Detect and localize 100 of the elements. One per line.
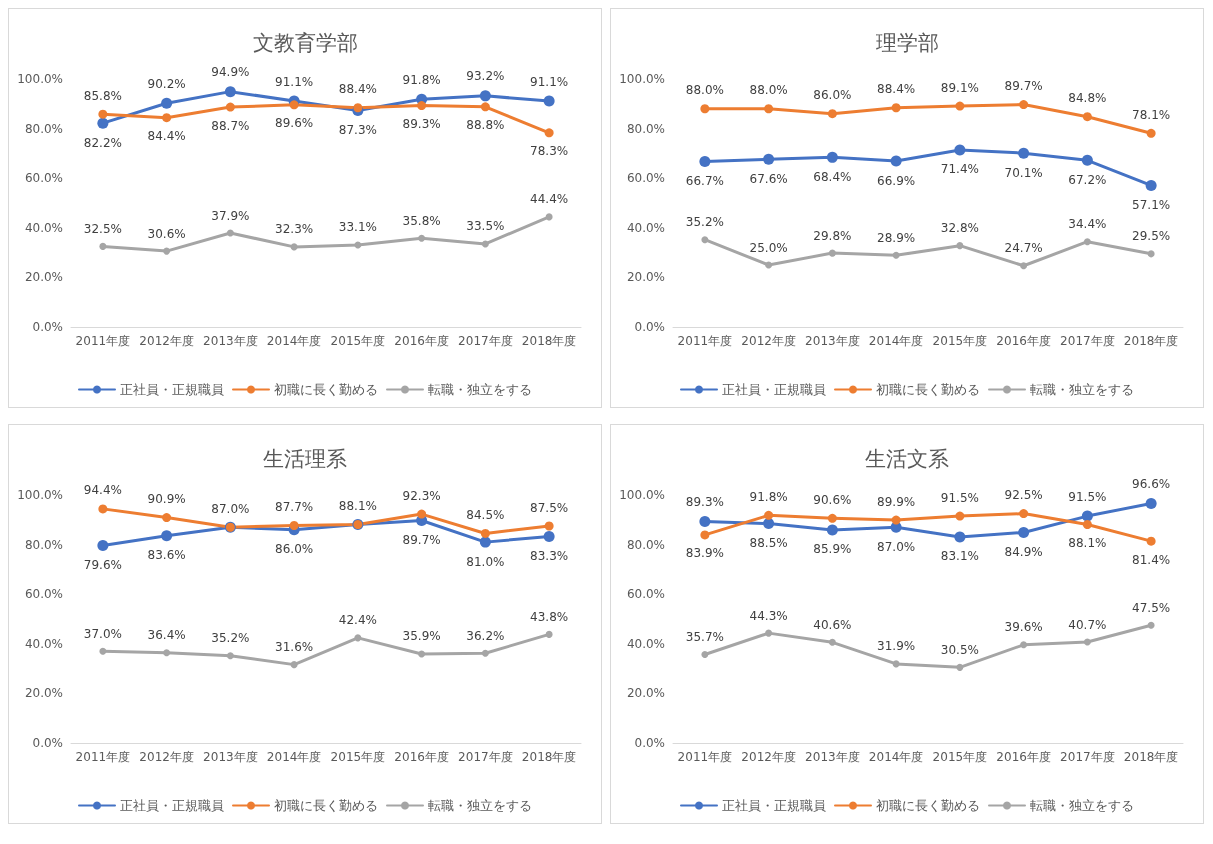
data-label: 88.0% [685,83,724,98]
x-tick-label: 2016年度 [394,750,449,764]
point [480,102,490,112]
data-label: 82.2% [83,135,122,150]
data-label: 36.2% [466,628,505,643]
point [764,104,774,114]
data-label: 39.6% [1004,620,1043,635]
data-label: 28.9% [877,230,916,245]
x-tick-label: 2016年度 [394,334,449,348]
data-label: 94.4% [83,483,122,498]
x-tick-label: 2017年度 [1060,750,1115,764]
data-label: 57.1% [1132,197,1171,212]
data-label: 88.4% [877,82,916,97]
point [544,521,554,531]
data-label: 78.1% [1132,107,1171,122]
y-tick-label: 100.0% [17,72,63,86]
legend-label: 初職に長く勤める [274,798,378,813]
x-tick-label: 2016年度 [996,750,1051,764]
data-label: 37.0% [83,626,122,641]
point [226,229,234,237]
point [765,629,773,637]
point [290,243,298,251]
y-tick-label: 0.0% [32,736,63,750]
data-label: 81.0% [466,554,505,569]
data-label: 89.3% [685,495,724,510]
data-label: 88.7% [211,118,250,133]
data-label: 32.5% [83,221,122,236]
data-label: 83.1% [940,549,979,564]
point [955,511,965,521]
data-label: 31.6% [275,640,314,655]
data-label: 84.8% [1068,91,1107,106]
y-tick-label: 60.0% [24,587,63,602]
data-label: 66.7% [685,174,724,189]
point [700,530,710,540]
data-label: 88.5% [749,536,788,551]
data-label: 43.8% [530,609,569,624]
legend-label: 正社員・正規職員 [120,382,224,397]
point [545,213,553,221]
point [1020,262,1028,270]
point [354,241,362,249]
x-tick-label: 2012年度 [741,750,796,764]
legend-label: 正社員・正規職員 [120,798,224,813]
y-tick-label: 60.0% [24,171,63,186]
point [1083,238,1091,246]
data-label: 31.9% [877,639,916,654]
point [828,249,836,257]
x-tick-label: 2018年度 [1123,334,1179,348]
data-label: 89.1% [940,80,979,95]
x-tick-label: 2018年度 [1123,750,1179,764]
point [290,661,298,669]
data-label: 94.9% [211,65,250,80]
data-label: 42.4% [338,613,377,628]
y-tick-label: 80.0% [626,537,665,552]
point [163,649,171,657]
point [1146,536,1156,546]
data-label: 90.2% [147,76,186,91]
data-label: 86.0% [275,542,314,557]
point [1081,510,1093,522]
x-tick-label: 2013年度 [805,334,860,348]
y-tick-label: 80.0% [24,537,63,552]
point [891,103,901,113]
data-label: 87.5% [530,500,569,515]
point [891,515,901,525]
data-label: 35.2% [211,631,250,646]
point [481,240,489,248]
y-tick-label: 80.0% [24,121,63,136]
data-label: 32.8% [940,221,979,236]
x-tick-label: 2013年度 [805,750,860,764]
data-label: 84.9% [1004,544,1043,559]
y-tick-label: 0.0% [32,320,63,334]
data-label: 25.0% [749,240,788,255]
x-tick-label: 2018年度 [521,334,577,348]
data-label: 90.9% [147,492,186,507]
point [418,650,426,658]
point [99,647,107,655]
x-tick-label: 2015年度 [330,750,386,764]
point [892,251,900,259]
y-tick-label: 20.0% [24,270,63,285]
point [1146,128,1156,138]
data-label: 96.6% [1132,476,1171,491]
data-label: 67.6% [749,171,788,186]
data-label: 91.5% [940,490,979,505]
point [1083,638,1091,646]
point [417,509,427,519]
point [827,109,837,119]
data-label: 33.1% [338,220,377,235]
point [763,153,775,165]
y-tick-label: 100.0% [619,72,665,86]
data-label: 40.7% [1068,617,1107,632]
x-tick-label: 2011年度 [75,750,131,764]
data-label: 35.2% [685,215,724,230]
x-tick-label: 2016年度 [996,334,1051,348]
point [161,97,173,109]
x-tick-label: 2011年度 [677,750,733,764]
y-tick-label: 40.0% [626,220,665,235]
data-label: 87.0% [877,539,916,554]
point [701,236,709,244]
point [162,513,172,523]
data-label: 88.8% [466,118,505,133]
point [828,638,836,646]
